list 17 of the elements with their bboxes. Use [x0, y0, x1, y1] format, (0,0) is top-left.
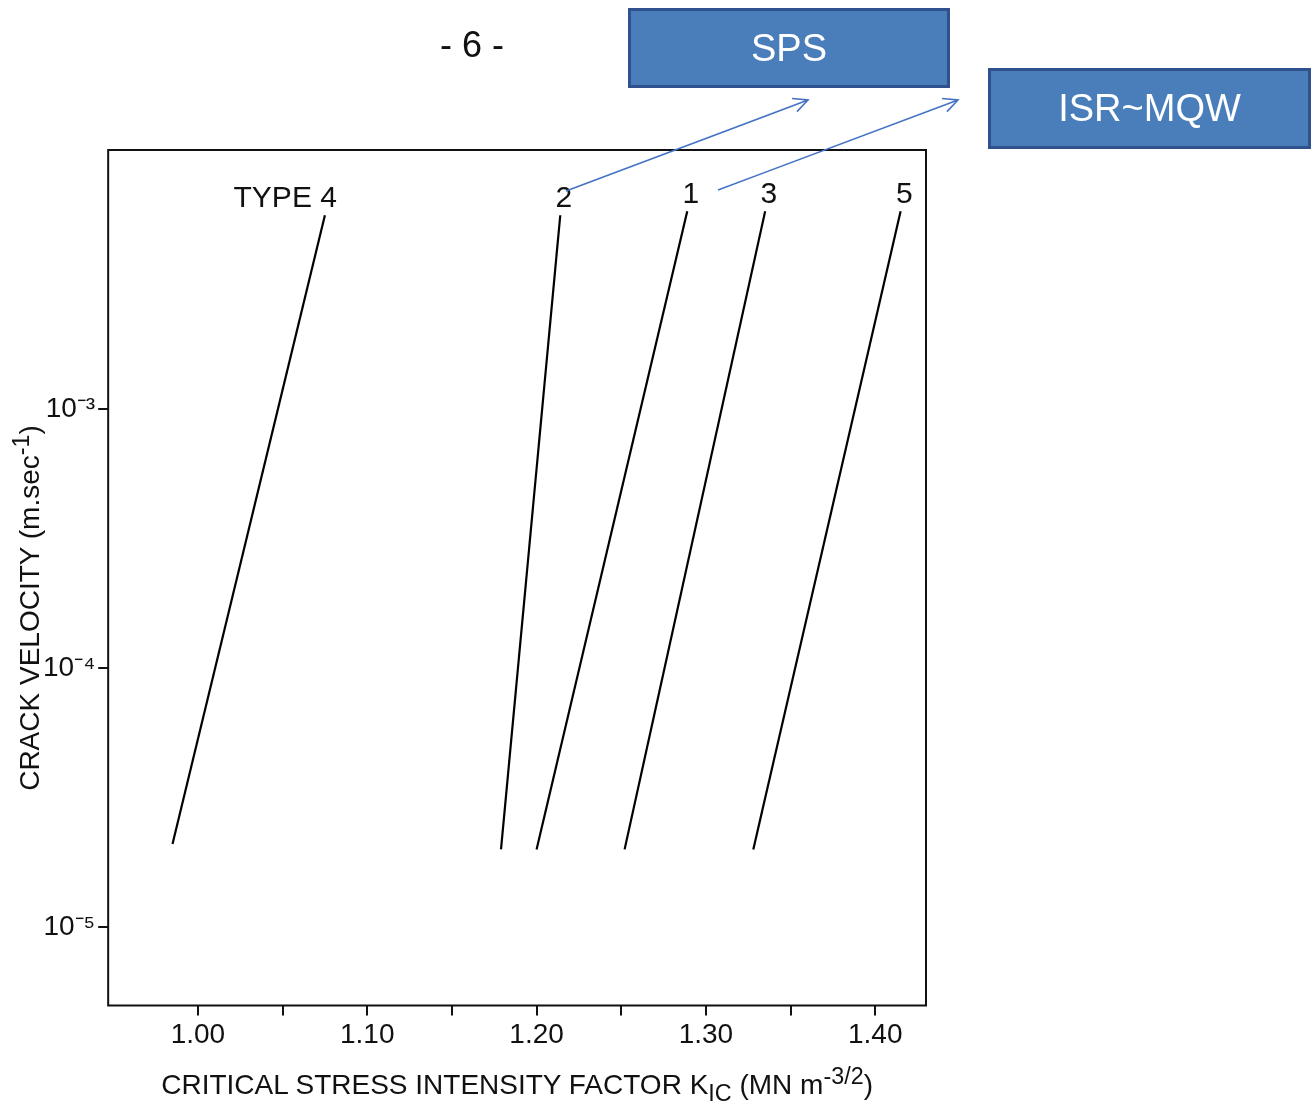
- text: - 6 -: [439, 24, 505, 66]
- y-tick-label: 10⁻⁴: [42, 650, 96, 682]
- x-tick-label: 1.30: [678, 1017, 734, 1049]
- text: SPS: [628, 8, 950, 88]
- series-label: 3: [760, 175, 778, 209]
- y-tick-label: 10⁻⁵: [43, 910, 96, 942]
- x-tick-label: 1.40: [847, 1017, 903, 1049]
- series-label: 5: [895, 175, 913, 209]
- series-label: TYPE 4: [233, 179, 337, 213]
- x-axis-title: CRITICAL STRESS INTENSITY FACTOR K$_{IC}$ (MN m$^{-3/2}$): [161, 1063, 873, 1108]
- y-tick-label: 10⁻³: [45, 391, 96, 423]
- x-tick-label: 1.20: [509, 1017, 564, 1049]
- text: ISR~MQW: [988, 68, 1311, 149]
- series-label: 2: [555, 179, 573, 213]
- x-tick-label: 1.00: [170, 1017, 226, 1049]
- series-label: 1: [682, 175, 700, 209]
- x-tick-label: 1.10: [339, 1017, 395, 1049]
